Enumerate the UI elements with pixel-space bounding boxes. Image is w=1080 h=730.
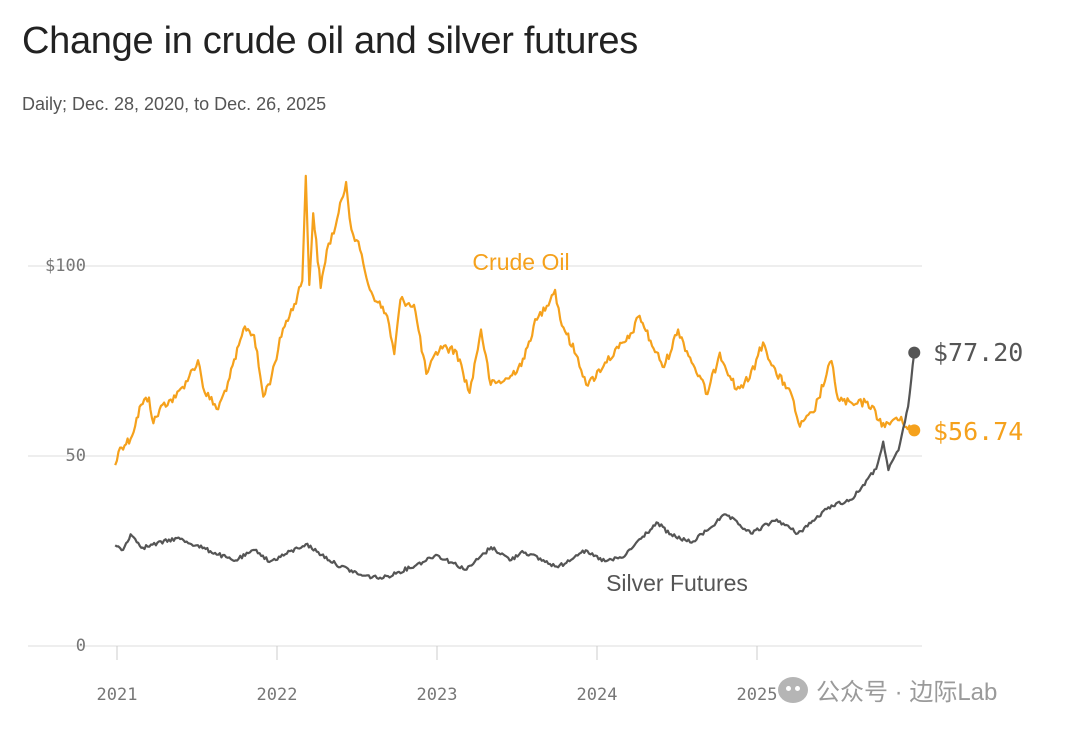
chart-subtitle: Daily; Dec. 28, 2020, to Dec. 26, 2025: [22, 94, 327, 114]
x-tick-label: 2023: [417, 685, 458, 705]
crude-oil-end-label: $56.74: [933, 417, 1023, 446]
x-tick-label: 2024: [577, 685, 618, 705]
y-tick-label: 0: [76, 636, 86, 656]
silver-futures-end-label: $77.20: [933, 338, 1023, 367]
x-tick-label: 2025: [737, 685, 778, 705]
wechat-icon: [778, 676, 808, 703]
y-tick-label: $100: [45, 256, 86, 276]
watermark: 公众号 · 边际Lab: [778, 672, 997, 707]
series-lines: [114, 174, 921, 580]
crude-oil-line: [114, 174, 916, 466]
crude-oil-series-label: Crude Oil: [472, 249, 569, 275]
silver-futures-series-label: Silver Futures: [606, 570, 748, 596]
y-tick-label: 50: [66, 446, 86, 466]
axis-labels: 0 50 $100 2021 2022 2023 2024 2025: [45, 256, 777, 705]
x-tick-label: 2021: [97, 685, 138, 705]
chart-title: Change in crude oil and silver futures: [22, 20, 638, 62]
crude-oil-end-dot: [908, 424, 921, 437]
series-labels: $56.74 Crude Oil $77.20 Silver Futures: [472, 249, 1023, 596]
silver-futures-end-dot: [908, 346, 921, 359]
watermark-text: 公众号 · 边际Lab: [816, 679, 998, 706]
silver-futures-line: [114, 352, 916, 580]
x-tick-label: 2022: [257, 685, 298, 705]
gridlines: [28, 265, 922, 660]
